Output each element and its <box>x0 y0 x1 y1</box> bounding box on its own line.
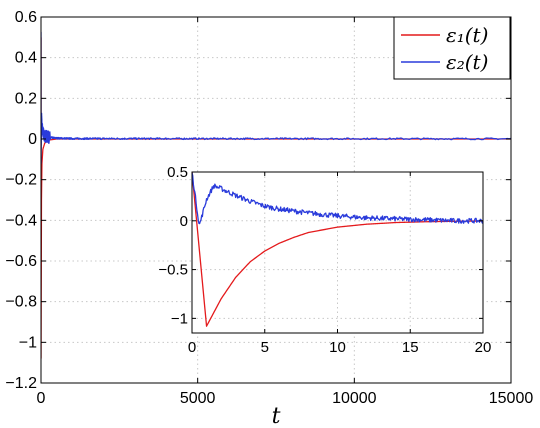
series-group <box>41 31 511 359</box>
x-tick-label: 20 <box>475 339 492 356</box>
x-tick-label: 5000 <box>180 390 216 407</box>
y-tick-label: 0.6 <box>15 9 37 26</box>
x-tick-label: 10000 <box>332 390 377 407</box>
x-tick-label: 10 <box>329 339 346 356</box>
y-tick-label: −0.8 <box>5 294 37 311</box>
legend-box <box>393 16 511 80</box>
series-line-2 <box>41 31 511 165</box>
y-tick-label: −0.2 <box>5 172 37 189</box>
plot-area <box>192 172 483 333</box>
y-tick-label: 0 <box>180 213 188 230</box>
legend-entry-1: ε₁(t) <box>446 23 488 47</box>
x-tick-label: 5 <box>261 339 269 356</box>
y-tick-label: −1 <box>19 334 37 351</box>
y-tick-label: 0.4 <box>15 50 37 67</box>
series-group <box>192 172 483 327</box>
y-tick-label: 0.5 <box>167 164 188 181</box>
y-tick-label: −0.4 <box>5 212 37 229</box>
x-axis-label: t <box>272 404 281 428</box>
x-tick-label: 0 <box>188 339 196 356</box>
x-tick-label: 0 <box>37 390 46 407</box>
x-tick-label: 15000 <box>489 390 534 407</box>
inset-chart: 0 5 10 15 20 −1 −0.5 0 0.5 <box>158 164 491 356</box>
y-tick-label: 0.2 <box>15 90 37 107</box>
y-tick-label: −1.2 <box>5 375 37 392</box>
x-tick-label: 15 <box>402 339 419 356</box>
y-tick-label: −0.6 <box>5 253 37 270</box>
y-tick-label: −0.5 <box>158 262 188 279</box>
legend: ε₁(t) ε₂(t) <box>393 16 511 80</box>
y-tick-label: 0 <box>28 131 37 148</box>
legend-entry-2: ε₂(t) <box>446 50 488 74</box>
series-line-1 <box>192 172 483 327</box>
axes-frame <box>40 16 512 384</box>
series-line-2 <box>192 172 483 225</box>
y-tick-label: −1 <box>171 310 188 327</box>
